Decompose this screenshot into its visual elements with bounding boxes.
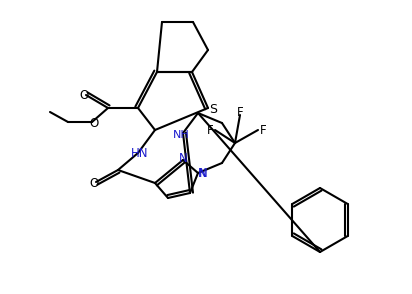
Text: O: O xyxy=(80,88,89,101)
Text: N: N xyxy=(198,166,206,180)
Text: F: F xyxy=(260,123,266,136)
Text: NH: NH xyxy=(173,130,190,140)
Text: F: F xyxy=(207,123,213,136)
Text: O: O xyxy=(89,176,98,190)
Text: N: N xyxy=(179,151,187,165)
Text: O: O xyxy=(89,116,98,129)
Text: HN: HN xyxy=(131,146,149,160)
Text: S: S xyxy=(209,103,217,116)
Text: F: F xyxy=(236,106,243,118)
Text: N: N xyxy=(199,166,207,180)
